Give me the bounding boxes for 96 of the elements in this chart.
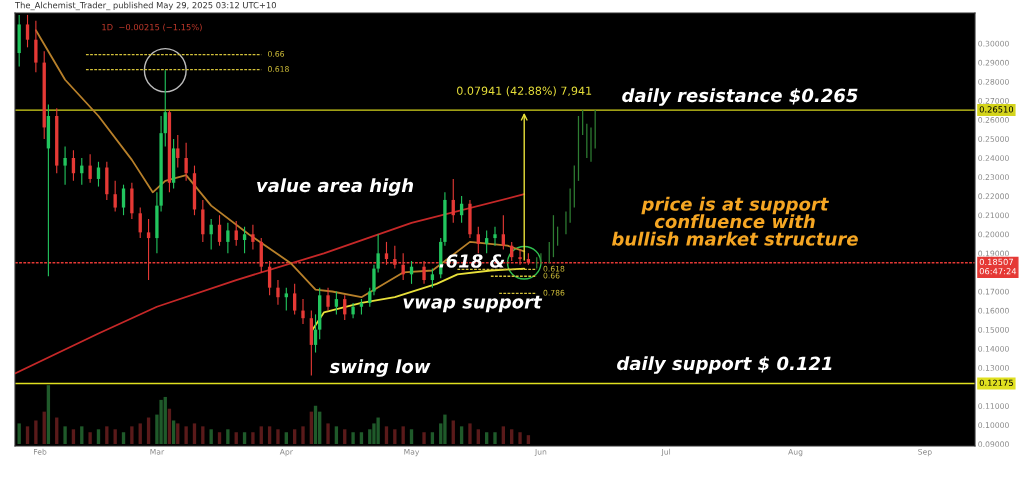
bar <box>393 429 397 444</box>
candlestick <box>226 222 230 254</box>
bar <box>301 426 305 444</box>
bar <box>138 423 142 444</box>
candlestick <box>351 302 355 319</box>
bar <box>184 426 188 444</box>
candlestick <box>88 153 92 184</box>
candlestick <box>565 211 567 235</box>
bar <box>518 432 522 444</box>
bar <box>267 426 272 444</box>
bar <box>80 426 84 444</box>
bar <box>422 432 426 444</box>
bar <box>484 432 489 444</box>
bar <box>510 429 514 444</box>
bar <box>34 420 38 444</box>
candlestick <box>501 214 506 251</box>
bar <box>476 429 480 444</box>
chart-title: The_Alchemist_Trader_ published May 29, 2025 03:12 UTC+10 <box>14 1 276 11</box>
bar <box>226 429 230 444</box>
bar <box>176 423 180 444</box>
candlestick <box>113 180 117 212</box>
annotation: swing low <box>329 359 431 377</box>
ref-line-label: 0.18507 06:47:24 <box>979 258 1017 275</box>
candlestick <box>326 287 330 312</box>
ref-line-label: 0.26510 <box>979 106 1014 113</box>
bar <box>130 426 134 444</box>
bar <box>359 432 364 444</box>
candlestick <box>25 14 30 48</box>
candlestick <box>121 184 126 216</box>
bar <box>384 426 389 444</box>
candlestick <box>368 287 372 308</box>
ref-line-label: 0.12175 <box>979 379 1013 386</box>
bar <box>326 423 330 444</box>
bar <box>209 429 213 444</box>
bar <box>259 426 263 444</box>
bar <box>451 420 455 444</box>
candlestick <box>251 224 255 251</box>
candlestick <box>63 145 67 186</box>
bar <box>292 429 297 444</box>
candlestick <box>476 226 480 254</box>
annotation: value area high <box>257 178 414 196</box>
candlestick <box>276 279 280 306</box>
candlestick <box>493 226 497 247</box>
bar <box>251 432 255 444</box>
bar <box>501 426 506 444</box>
bar <box>334 426 339 444</box>
candlestick <box>284 287 288 312</box>
bar <box>71 429 76 444</box>
candlestick <box>590 127 592 162</box>
bar <box>526 435 531 444</box>
candlestick <box>301 298 305 325</box>
bar <box>401 426 405 444</box>
bar <box>409 429 414 444</box>
candlestick <box>184 142 188 182</box>
annotation: daily resistance $0.265 <box>622 88 858 106</box>
bar <box>63 426 67 444</box>
bar <box>493 432 497 444</box>
annotation: daily support $ 0.121 <box>617 356 832 374</box>
bar <box>217 432 222 444</box>
bar <box>192 423 197 444</box>
candlestick <box>34 20 38 73</box>
bar <box>105 426 109 444</box>
bar <box>284 432 288 444</box>
bar <box>242 432 247 444</box>
bar <box>163 396 167 444</box>
bar <box>113 429 117 444</box>
candlestick <box>163 69 167 148</box>
bar <box>201 426 205 444</box>
candlestick <box>334 290 339 315</box>
candlestick <box>176 134 180 169</box>
annotation: 0.07941 (42.88%) 7,941 <box>457 86 592 97</box>
bar <box>443 414 447 444</box>
bar <box>376 417 380 444</box>
bar <box>159 399 163 444</box>
bar <box>468 423 472 444</box>
bar <box>25 426 30 444</box>
bar <box>46 385 51 444</box>
bar <box>17 423 21 444</box>
bar <box>171 420 176 444</box>
candlestick <box>292 283 297 315</box>
candlestick <box>242 226 247 254</box>
annotation: price is at support confluence with bullish market structure <box>612 196 858 246</box>
bar <box>430 432 435 444</box>
candlestick <box>540 253 542 265</box>
bar <box>121 432 126 444</box>
text: 1D −0.00215 (−1.15%) <box>102 23 202 32</box>
bar <box>276 429 280 444</box>
candlestick <box>430 268 435 289</box>
candlestick <box>234 220 238 247</box>
bar <box>234 432 238 444</box>
bar <box>459 426 464 444</box>
bar <box>343 429 347 444</box>
bar <box>88 432 92 444</box>
bar <box>351 432 355 444</box>
bar <box>96 429 101 444</box>
candlestick <box>484 229 489 254</box>
